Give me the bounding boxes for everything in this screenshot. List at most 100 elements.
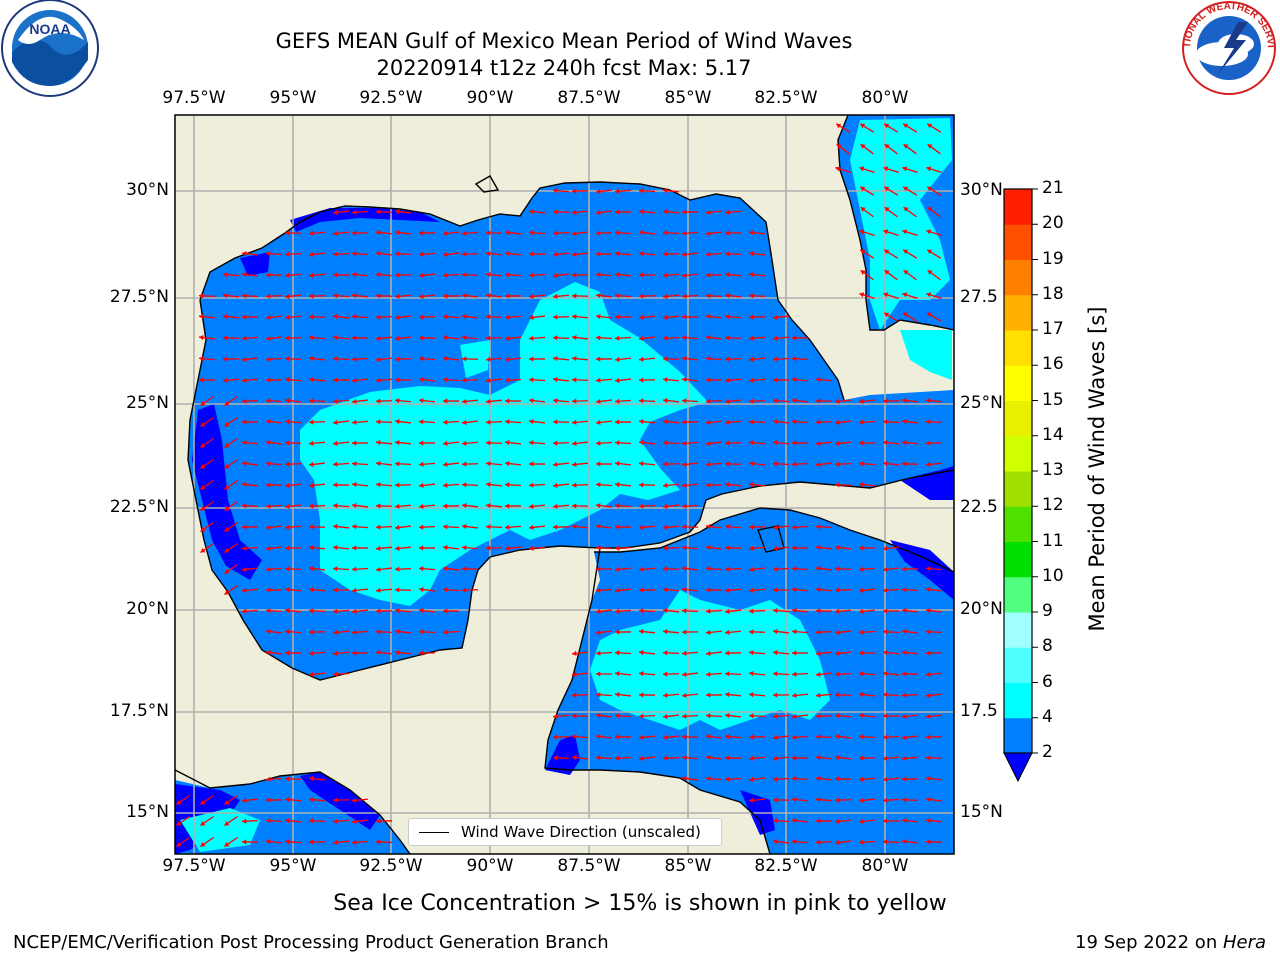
wind-arrow-head [572, 524, 577, 530]
colorbar-band [1004, 330, 1032, 366]
wind-arrow-head [443, 503, 448, 509]
wind-arrow-head [242, 251, 247, 257]
wind-arrow-head [682, 587, 687, 593]
colorbar-band [1004, 224, 1032, 260]
wind-arrow-head [792, 377, 797, 383]
wind-arrow-head [376, 587, 381, 593]
colorbar-tick-label: 16 [1042, 354, 1064, 375]
wind-arrow-head [835, 587, 840, 593]
wind-arrow-head [352, 797, 357, 803]
wind-arrow-head [792, 608, 797, 614]
wind-arrow-head [927, 270, 933, 275]
wind-arrow-head [242, 293, 247, 299]
wind-arrow-head [926, 419, 931, 425]
wind-arrow-head [309, 355, 314, 362]
wind-arrow-head [486, 335, 491, 341]
wind-arrow-head [639, 671, 644, 677]
wind-arrow-head [835, 755, 840, 761]
colorbar-under-arrow [1003, 752, 1033, 783]
wind-arrow-head [725, 629, 730, 635]
wind-arrow-head [792, 839, 797, 845]
wind-arrow-head [749, 398, 754, 404]
wind-arrow-head [376, 545, 381, 551]
wind-arrow-head [663, 419, 668, 425]
wind-arrow-head [352, 440, 357, 446]
wind-arrow-head [615, 335, 620, 341]
wind-arrow-head [462, 503, 467, 509]
wind-arrow-head [725, 587, 730, 593]
wind-arrow-head [395, 418, 400, 425]
wind-arrow-head [816, 608, 821, 614]
wind-arrow-head [859, 734, 864, 740]
wind-arrow-head [835, 566, 840, 572]
wind-arrow-head [285, 545, 290, 551]
wind-arrow-head [266, 314, 271, 320]
wind-arrow-head [266, 440, 271, 446]
wind-arrow-head [419, 608, 424, 614]
wind-arrow-head [529, 524, 534, 530]
wind-arrow-head [224, 820, 230, 826]
wind-arrow-head [902, 398, 907, 404]
wind-arrow-head [663, 314, 668, 320]
wind-arrow-head [706, 587, 711, 593]
wind-arrow-head [419, 377, 424, 383]
wind-arrow-head [352, 398, 357, 404]
wind-arrow-head [572, 230, 577, 237]
wind-arrow-head [706, 608, 711, 614]
wind-arrow-head [462, 356, 467, 362]
wind-arrow-head [266, 272, 271, 278]
wind-arrow-head [529, 503, 534, 509]
colorbar-tick-label: 6 [1042, 671, 1053, 692]
colorbar [1003, 188, 1038, 783]
wind-arrow-head [615, 545, 620, 551]
wind-arrow-head [266, 797, 271, 803]
footer-date-text: 19 Sep 2022 on [1075, 932, 1223, 953]
wind-arrow-head [884, 207, 890, 212]
wind-arrow-head [706, 314, 711, 320]
wind-arrow-head [883, 839, 888, 845]
wind-arrow-head [352, 461, 357, 467]
wind-arrow-head [309, 797, 314, 803]
wind-arrow-head [529, 398, 534, 404]
wind-arrow-head [596, 524, 601, 530]
wind-arrow-head [395, 208, 400, 215]
wind-arrow-head [706, 692, 711, 698]
wind-arrow-head [639, 335, 644, 342]
wind-arrow-head [242, 272, 247, 278]
lon-tick-top: 82.5°W [754, 88, 818, 108]
colorbar-band [1004, 647, 1032, 683]
wind-arrow-head [309, 293, 314, 299]
colorbar-title: Mean Period of Wind Waves [s] [1085, 306, 1109, 632]
wind-arrow-head [419, 524, 424, 530]
wind-arrow-head [333, 461, 338, 467]
wind-arrow-head [615, 461, 620, 467]
wind-arrow-head [242, 545, 247, 551]
wind-arrow-head [927, 144, 933, 149]
wind-arrow-head [663, 734, 668, 740]
wind-arrow-head [266, 377, 271, 383]
wind-arrow-head [352, 503, 357, 509]
wind-arrow-head [902, 797, 907, 803]
wind-arrow-head [773, 629, 778, 635]
wind-arrow-head [529, 335, 534, 341]
wind-arrow-head [816, 587, 821, 593]
wind-arrow-head [419, 335, 424, 341]
wind-arrow-head [333, 419, 338, 425]
wind-arrow-head [200, 505, 206, 511]
wind-arrow-head [639, 503, 644, 509]
wind-arrow-head [859, 461, 864, 467]
wind-arrow-head [773, 608, 778, 614]
wind-arrow-head [749, 608, 754, 614]
wind-arrow-head [333, 272, 338, 278]
wind-arrow-head [926, 166, 932, 172]
legend-label: Wind Wave Direction (unscaled) [461, 823, 701, 841]
wind-arrow-head [615, 356, 620, 362]
wind-arrow-head [883, 818, 888, 824]
wind-arrow-head [663, 755, 668, 761]
wind-arrow-head [285, 797, 290, 803]
colorbar-tick-label: 17 [1042, 319, 1064, 339]
wind-arrow-head [816, 629, 821, 635]
wind-arrow-head [706, 335, 711, 341]
wind-arrow-head [596, 188, 601, 194]
wind-arrow-head [419, 587, 424, 593]
